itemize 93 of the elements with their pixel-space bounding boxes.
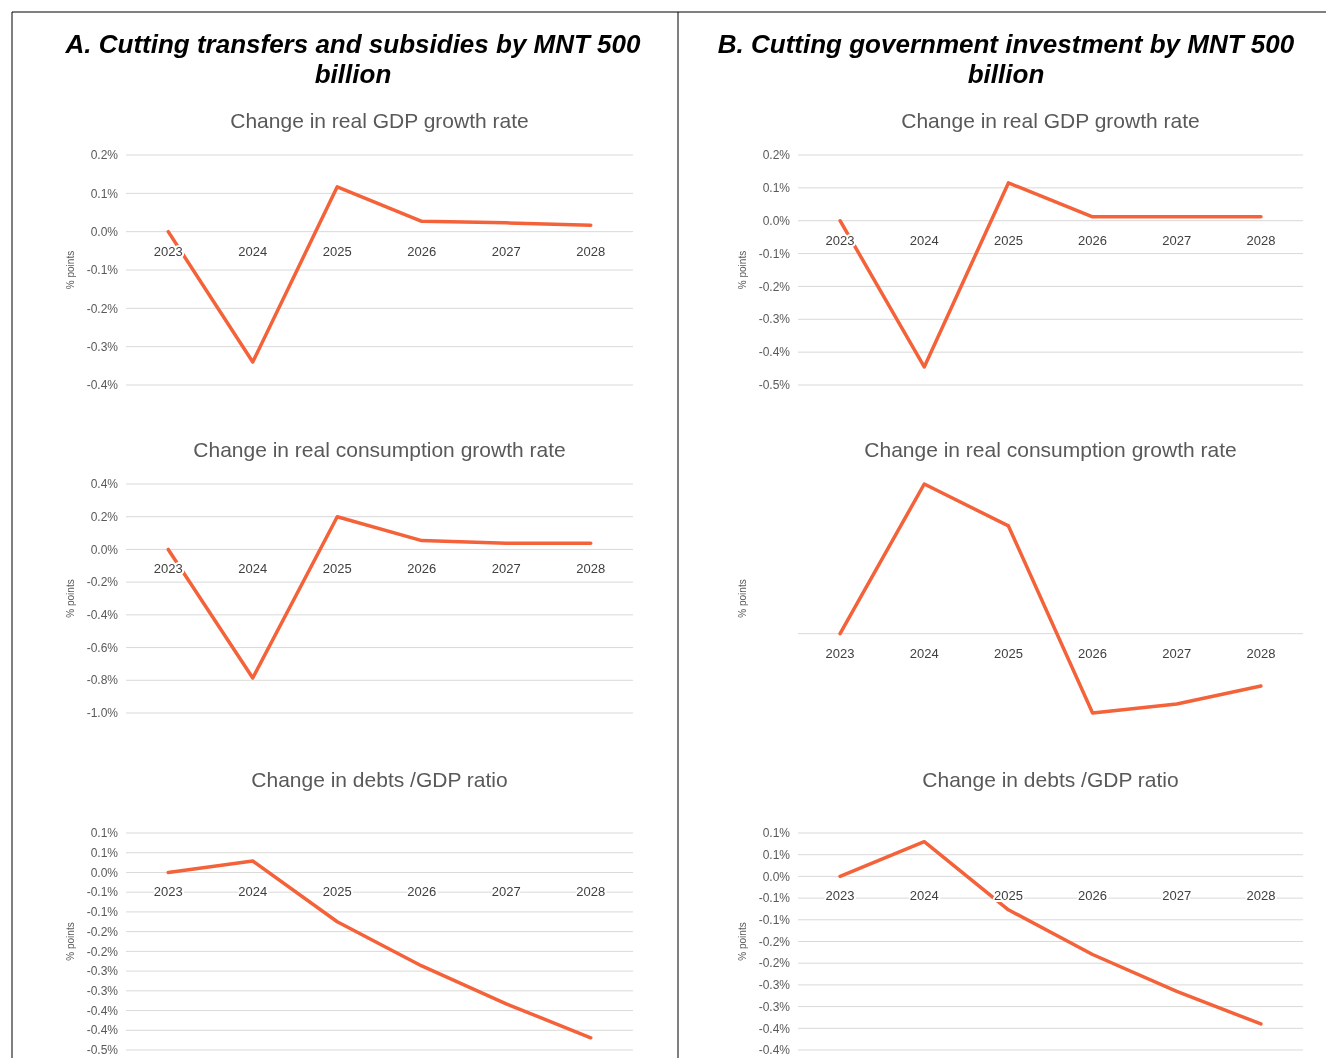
y-tick-label: 0.0% xyxy=(90,865,119,880)
x-tick-label: 2024 xyxy=(909,232,939,248)
y-axis-title: % points xyxy=(65,922,76,961)
x-tick-label: 2027 xyxy=(491,884,521,900)
x-tick-label: 2023 xyxy=(153,884,183,900)
y-tick-label: -0.3% xyxy=(86,984,119,999)
x-tick-label: 2026 xyxy=(1078,645,1108,661)
y-tick-label: -0.3% xyxy=(86,339,119,354)
y-tick-label: -0.3% xyxy=(758,312,791,327)
y-tick-label: -0.3% xyxy=(86,964,119,979)
y-tick-label: 0.2% xyxy=(90,148,119,163)
y-axis-title: % points xyxy=(737,922,748,961)
x-tick-label: 2028 xyxy=(1246,645,1276,661)
y-tick-label: 0.1% xyxy=(90,826,119,841)
y-tick-label: -0.5% xyxy=(758,378,791,393)
y-tick-label: 0.0% xyxy=(762,213,791,228)
chart-title: Change in debts /GDP ratio xyxy=(251,768,508,791)
y-tick-label: 0.2% xyxy=(762,148,791,163)
x-tick-label: 2023 xyxy=(825,645,855,661)
y-tick-label: 0.1% xyxy=(762,847,791,862)
x-tick-label: 2025 xyxy=(322,884,352,900)
y-tick-label: -0.1% xyxy=(758,913,791,927)
y-tick-label: 0.2% xyxy=(90,509,119,524)
y-tick-label: -0.3% xyxy=(758,999,791,1014)
y-tick-label: -0.1% xyxy=(86,905,119,920)
y-tick-label: -1.0% xyxy=(86,706,119,721)
y-tick-label: 0.1% xyxy=(90,845,119,860)
x-tick-label: 2025 xyxy=(322,561,352,577)
x-tick-label: 2024 xyxy=(909,645,939,661)
chart-title: Change in real GDP growth rate xyxy=(230,109,529,132)
y-tick-label: -0.4% xyxy=(758,1043,791,1058)
text: A. Cutting transfers and subsidies by MNT 500 billion xyxy=(64,29,642,89)
y-axis-title: % points xyxy=(737,579,748,618)
y-tick-label: -0.6% xyxy=(86,640,119,655)
x-tick-label: 2024 xyxy=(238,243,268,259)
y-tick-label: -0.5% xyxy=(86,1043,119,1058)
x-tick-label: 2027 xyxy=(491,561,521,577)
y-tick-label: -0.1% xyxy=(86,263,119,278)
y-tick-label: 0.1% xyxy=(90,186,119,201)
x-tick-label: 2024 xyxy=(238,561,268,577)
x-tick-label: 2028 xyxy=(1246,888,1276,904)
y-tick-label: -0.2% xyxy=(86,575,119,590)
y-tick-label: 0.0% xyxy=(90,542,119,557)
x-tick-label: 2026 xyxy=(1078,232,1108,248)
x-tick-label: 2025 xyxy=(993,645,1023,661)
text: B. Cutting government investment by MNT 500 billion xyxy=(717,29,1295,89)
x-tick-label: 2027 xyxy=(1162,232,1192,248)
y-tick-label: -0.1% xyxy=(758,246,791,261)
x-tick-label: 2025 xyxy=(993,232,1023,248)
x-tick-label: 2025 xyxy=(993,888,1023,904)
y-axis-title: % points xyxy=(65,579,76,618)
chart-title: Change in real consumption growth rate xyxy=(864,438,1237,461)
y-tick-label: -0.4% xyxy=(86,1023,119,1038)
x-tick-label: 2028 xyxy=(576,243,606,259)
y-tick-label: -0.4% xyxy=(758,1021,791,1036)
y-tick-label: -0.2% xyxy=(758,934,791,949)
x-tick-label: 2027 xyxy=(491,243,521,259)
x-tick-label: 2024 xyxy=(909,888,939,904)
x-tick-label: 2028 xyxy=(1246,232,1276,248)
x-tick-label: 2024 xyxy=(238,884,268,900)
y-tick-label: -0.2% xyxy=(86,944,119,959)
x-tick-label: 2026 xyxy=(407,561,437,577)
y-tick-label: -0.4% xyxy=(86,1003,119,1018)
y-tick-label: -0.1% xyxy=(86,885,119,900)
y-tick-label: -0.2% xyxy=(86,924,119,939)
y-tick-label: -0.2% xyxy=(758,956,791,971)
y-tick-label: -0.3% xyxy=(758,978,791,993)
x-tick-label: 2026 xyxy=(407,884,437,900)
chart-title: Change in real consumption growth rate xyxy=(193,438,566,461)
y-tick-label: 0.1% xyxy=(762,181,791,196)
x-tick-label: 2027 xyxy=(1162,645,1192,661)
y-tick-label: 0.4% xyxy=(90,477,119,492)
x-tick-label: 2026 xyxy=(1078,888,1108,904)
y-tick-label: -0.2% xyxy=(86,301,119,316)
y-tick-label: -0.8% xyxy=(86,673,119,688)
x-tick-label: 2025 xyxy=(322,243,352,259)
y-tick-label: 0.0% xyxy=(90,224,119,239)
chart-title: Change in real GDP growth rate xyxy=(901,109,1200,132)
x-tick-label: 2028 xyxy=(576,561,606,577)
y-tick-label: -0.4% xyxy=(86,378,119,393)
chart-title: Change in debts /GDP ratio xyxy=(922,768,1179,791)
x-tick-label: 2027 xyxy=(1162,888,1192,904)
y-tick-label: 0.0% xyxy=(762,869,791,884)
y-axis-title: % points xyxy=(65,250,76,290)
x-tick-label: 2026 xyxy=(407,243,437,259)
x-tick-label: 2023 xyxy=(825,888,855,904)
y-tick-label: 0.1% xyxy=(762,826,791,841)
y-axis-title: % points xyxy=(737,250,748,290)
y-tick-label: -0.1% xyxy=(758,891,791,906)
y-tick-label: -0.4% xyxy=(86,608,119,623)
y-tick-label: -0.4% xyxy=(758,345,791,360)
y-tick-label: -0.2% xyxy=(758,279,791,294)
x-tick-label: 2028 xyxy=(576,884,606,900)
